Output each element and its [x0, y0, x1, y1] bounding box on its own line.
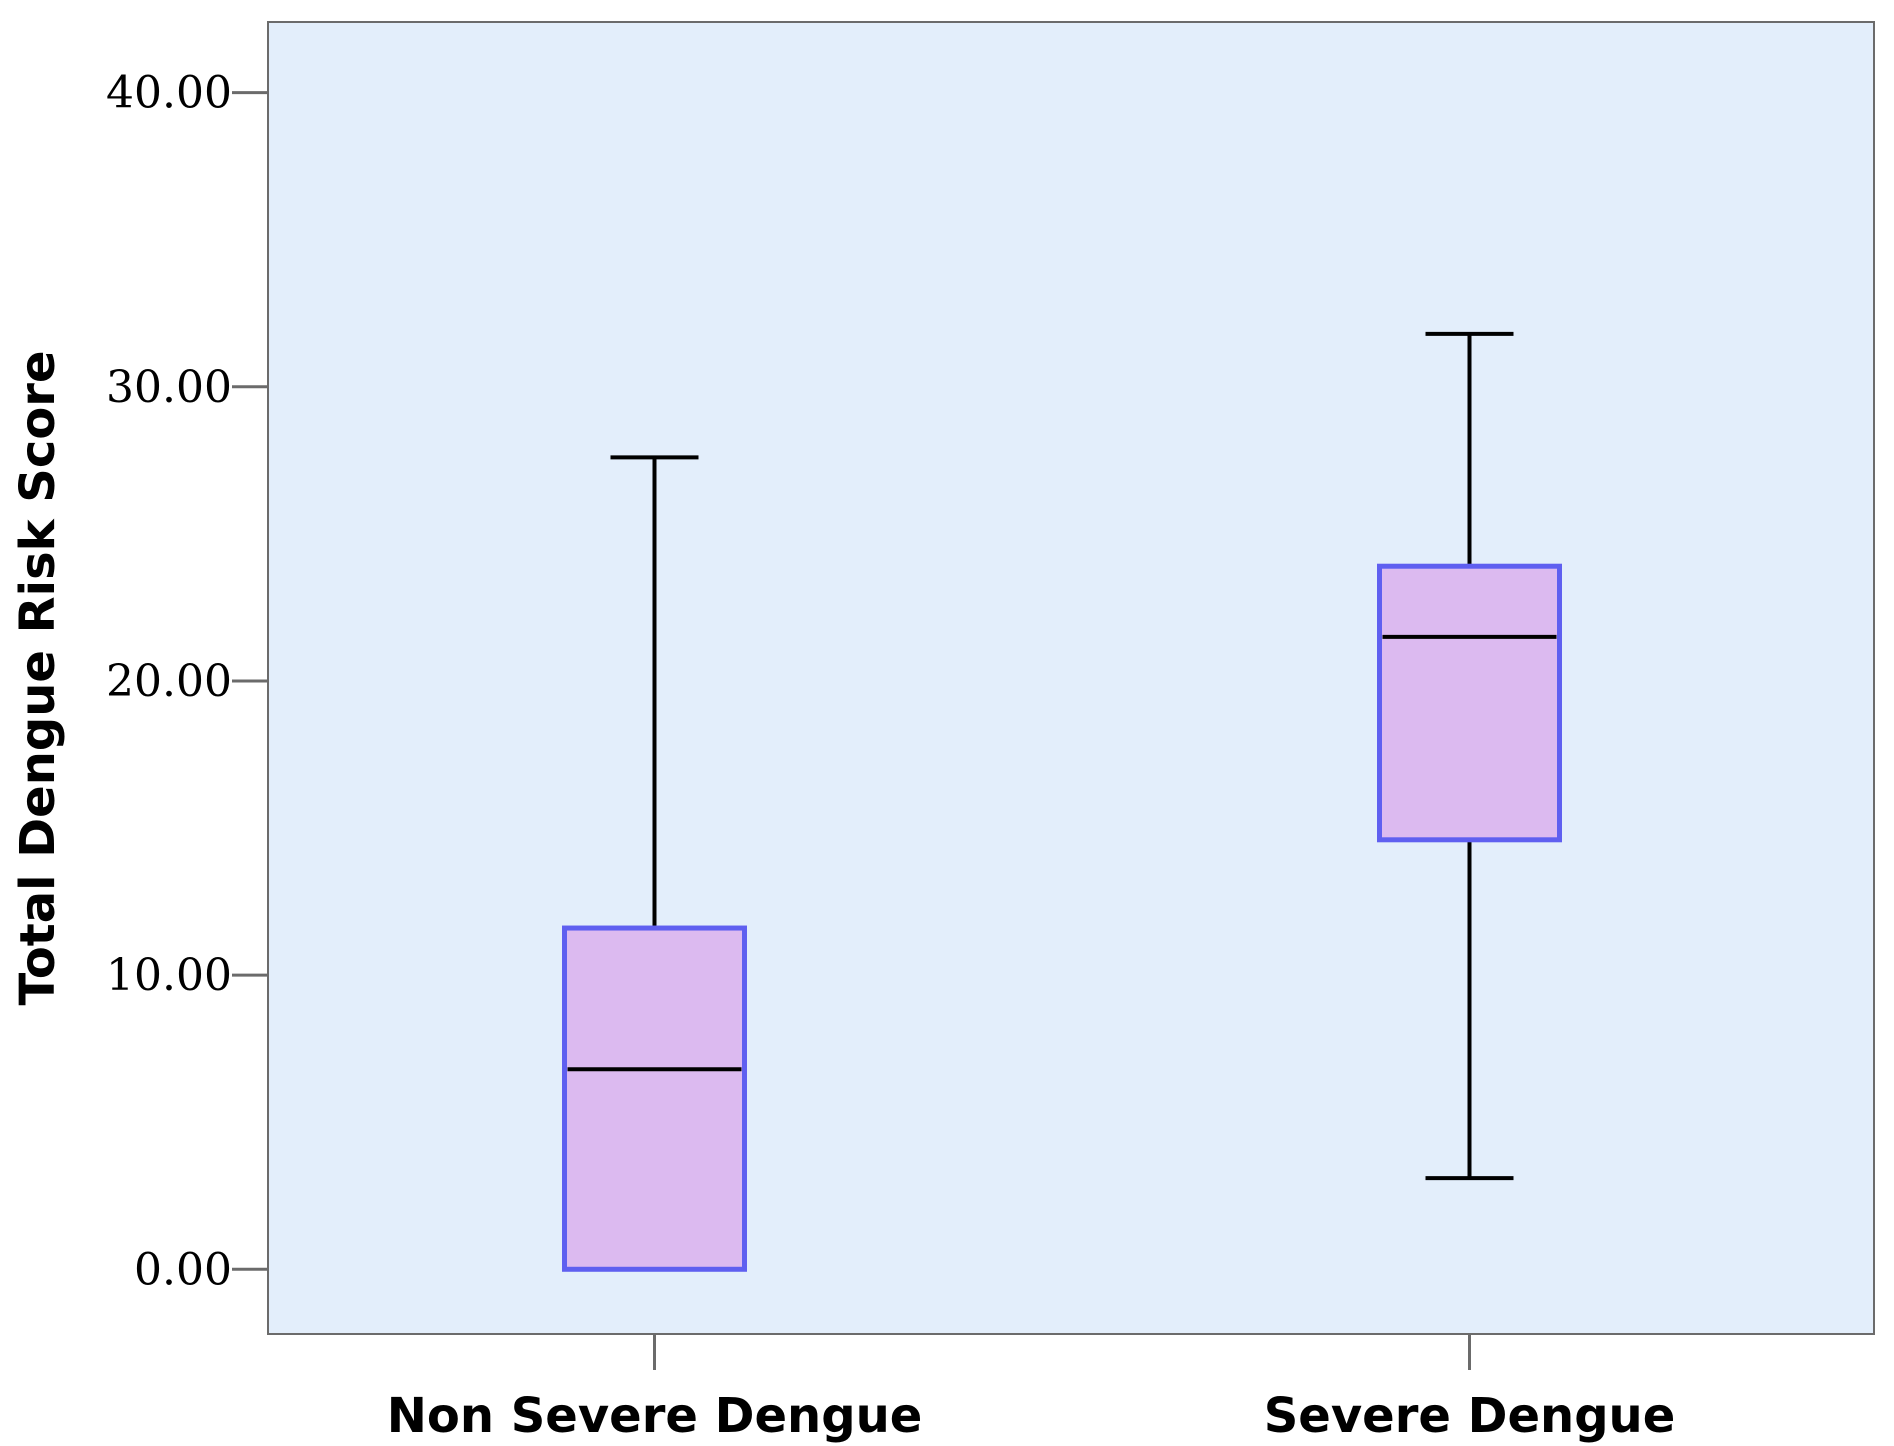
y-axis: 0.00 10.00 20.00 30.00 40.00	[106, 68, 268, 1295]
iqr-box	[1377, 563, 1562, 843]
y-tick-label: 40.00	[106, 68, 232, 119]
x-tick-label: Severe Dengue	[1264, 1388, 1676, 1444]
y-tick-label: 20.00	[106, 656, 232, 707]
y-tick-label: 30.00	[106, 362, 232, 413]
box-group	[562, 455, 747, 1272]
y-axis-title: Total Dengue Risk Score	[10, 350, 66, 1005]
plot-area	[267, 21, 1875, 1335]
box-group	[1377, 331, 1562, 1181]
y-tick-label: 10.00	[106, 950, 232, 1001]
iqr-box	[562, 925, 747, 1272]
x-tick-label: Non Severe Dengue	[387, 1388, 923, 1444]
y-tick-label: 0.00	[134, 1244, 232, 1295]
x-axis: Non Severe Dengue Severe Dengue	[387, 1334, 1676, 1444]
boxes	[562, 331, 1562, 1272]
